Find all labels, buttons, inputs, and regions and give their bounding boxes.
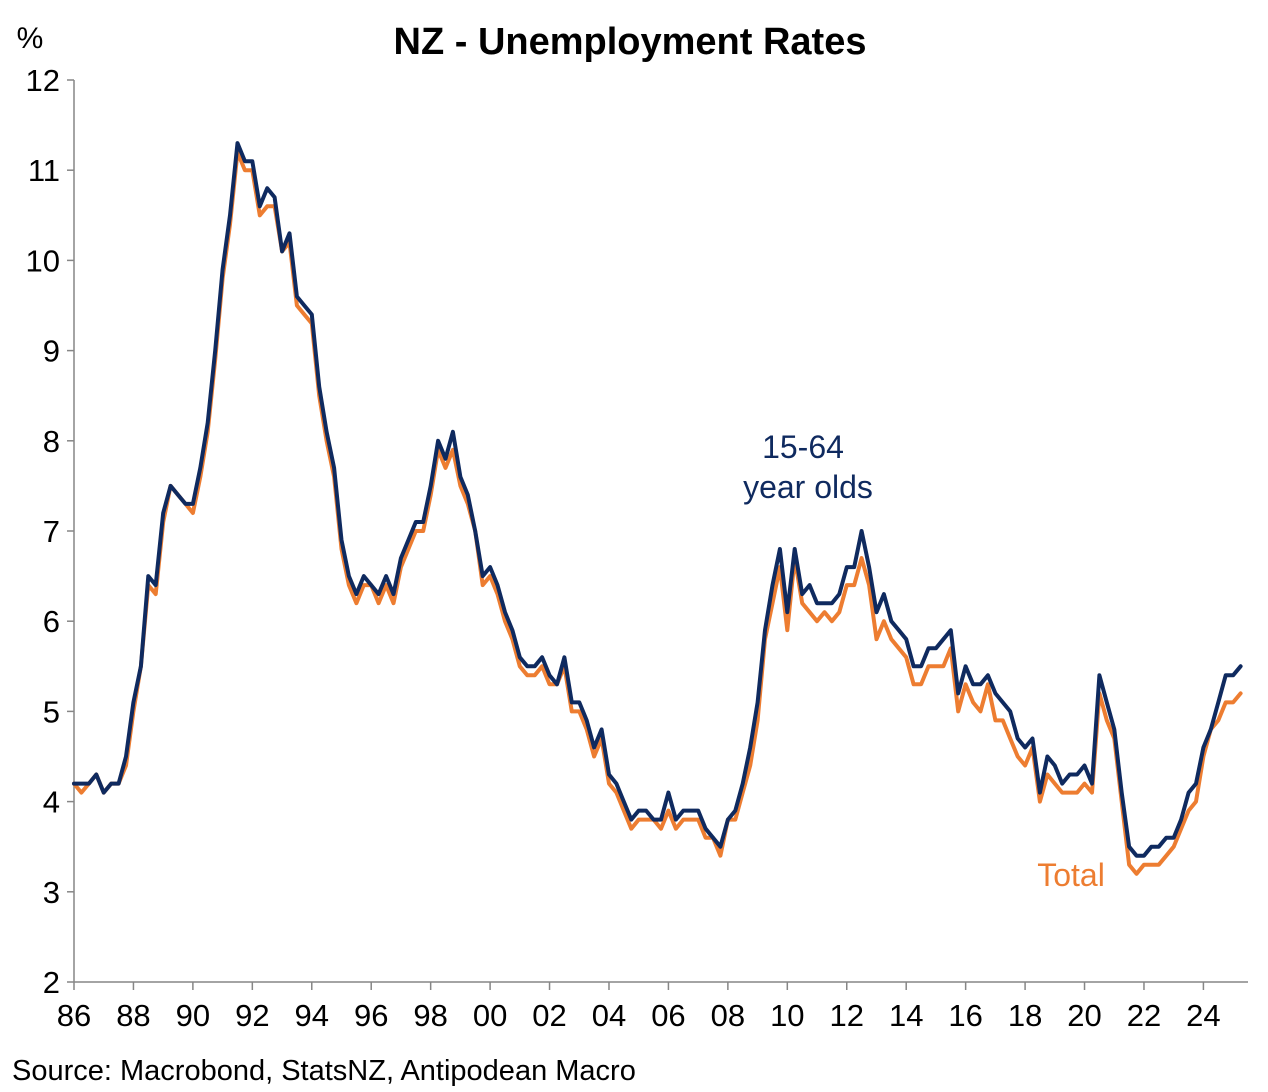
y-tick-label: 6 [43, 604, 60, 639]
series-line-15-64-year-olds [72, 141, 1243, 858]
chart-title: NZ - Unemployment Rates [394, 21, 867, 63]
y-tick-label: 3 [43, 875, 60, 910]
x-tick-label: 20 [1067, 998, 1101, 1033]
y-tick-label: 5 [43, 694, 60, 729]
x-axis-ticks: 86 88 90 92 94 96 98 00 02 04 06 08 10 12 14 16 18 20 22 24 [57, 982, 1221, 1033]
x-tick-label: 94 [295, 998, 329, 1033]
x-tick-label: 86 [57, 998, 91, 1033]
x-tick-label: 92 [235, 998, 269, 1033]
x-tick-label: 24 [1186, 998, 1220, 1033]
y-tick-label: 10 [26, 243, 60, 278]
x-tick-label: 10 [770, 998, 804, 1033]
x-tick-label: 16 [948, 998, 982, 1033]
y-axis-ticks: 2 3 4 5 6 7 8 9 10 11 12 [26, 63, 74, 1000]
y-tick-label: 8 [43, 424, 60, 459]
x-tick-label: 14 [889, 998, 923, 1033]
x-tick-label: 88 [116, 998, 150, 1033]
y-tick-label: 11 [28, 153, 60, 188]
x-tick-label: 00 [473, 998, 507, 1033]
y-tick-label: 9 [43, 334, 60, 369]
x-tick-label: 04 [592, 998, 626, 1033]
x-tick-label: 08 [711, 998, 745, 1033]
x-tick-label: 06 [651, 998, 685, 1033]
x-tick-label: 12 [830, 998, 864, 1033]
y-tick-label: 12 [26, 63, 60, 98]
y-tick-label: 2 [43, 965, 60, 1000]
x-tick-label: 98 [413, 998, 447, 1033]
x-tick-label: 02 [532, 998, 566, 1033]
annotation-15-64-line1: 15-64 [762, 429, 844, 465]
x-tick-label: 18 [1008, 998, 1042, 1033]
x-tick-label: 96 [354, 998, 388, 1033]
y-tick-label: 7 [43, 514, 60, 549]
x-tick-label: 22 [1127, 998, 1161, 1033]
source-note: Source: Macrobond, StatsNZ, Antipodean M… [12, 1055, 636, 1087]
annotation-15-64-line2: year olds [743, 469, 873, 505]
x-tick-label: 90 [176, 998, 210, 1033]
series-line-total [72, 150, 1243, 876]
series-layer [72, 141, 1243, 876]
y-axis-unit-label: % [17, 22, 44, 55]
y-tick-label: 4 [43, 785, 60, 820]
annotation-total: Total [1037, 857, 1105, 893]
annotation-15-64: 15-64 year olds [743, 429, 873, 505]
